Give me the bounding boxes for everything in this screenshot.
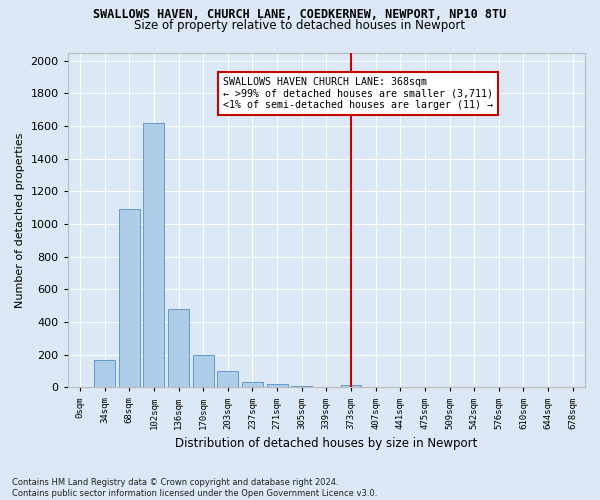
Bar — [193, 354, 214, 388]
Bar — [266, 384, 287, 388]
Text: SWALLOWS HAVEN, CHURCH LANE, COEDKERNEW, NEWPORT, NP10 8TU: SWALLOWS HAVEN, CHURCH LANE, COEDKERNEW,… — [94, 8, 506, 20]
Bar — [291, 386, 312, 388]
X-axis label: Distribution of detached houses by size in Newport: Distribution of detached houses by size … — [175, 437, 478, 450]
Y-axis label: Number of detached properties: Number of detached properties — [15, 132, 25, 308]
Bar — [143, 122, 164, 388]
Text: Size of property relative to detached houses in Newport: Size of property relative to detached ho… — [134, 19, 466, 32]
Bar — [217, 371, 238, 388]
Text: Contains HM Land Registry data © Crown copyright and database right 2024.
Contai: Contains HM Land Registry data © Crown c… — [12, 478, 377, 498]
Bar — [341, 385, 361, 388]
Bar — [168, 309, 189, 388]
Text: SWALLOWS HAVEN CHURCH LANE: 368sqm
← >99% of detached houses are smaller (3,711): SWALLOWS HAVEN CHURCH LANE: 368sqm ← >99… — [223, 77, 493, 110]
Bar — [119, 210, 140, 388]
Bar — [94, 360, 115, 388]
Bar — [316, 386, 337, 388]
Bar — [242, 382, 263, 388]
